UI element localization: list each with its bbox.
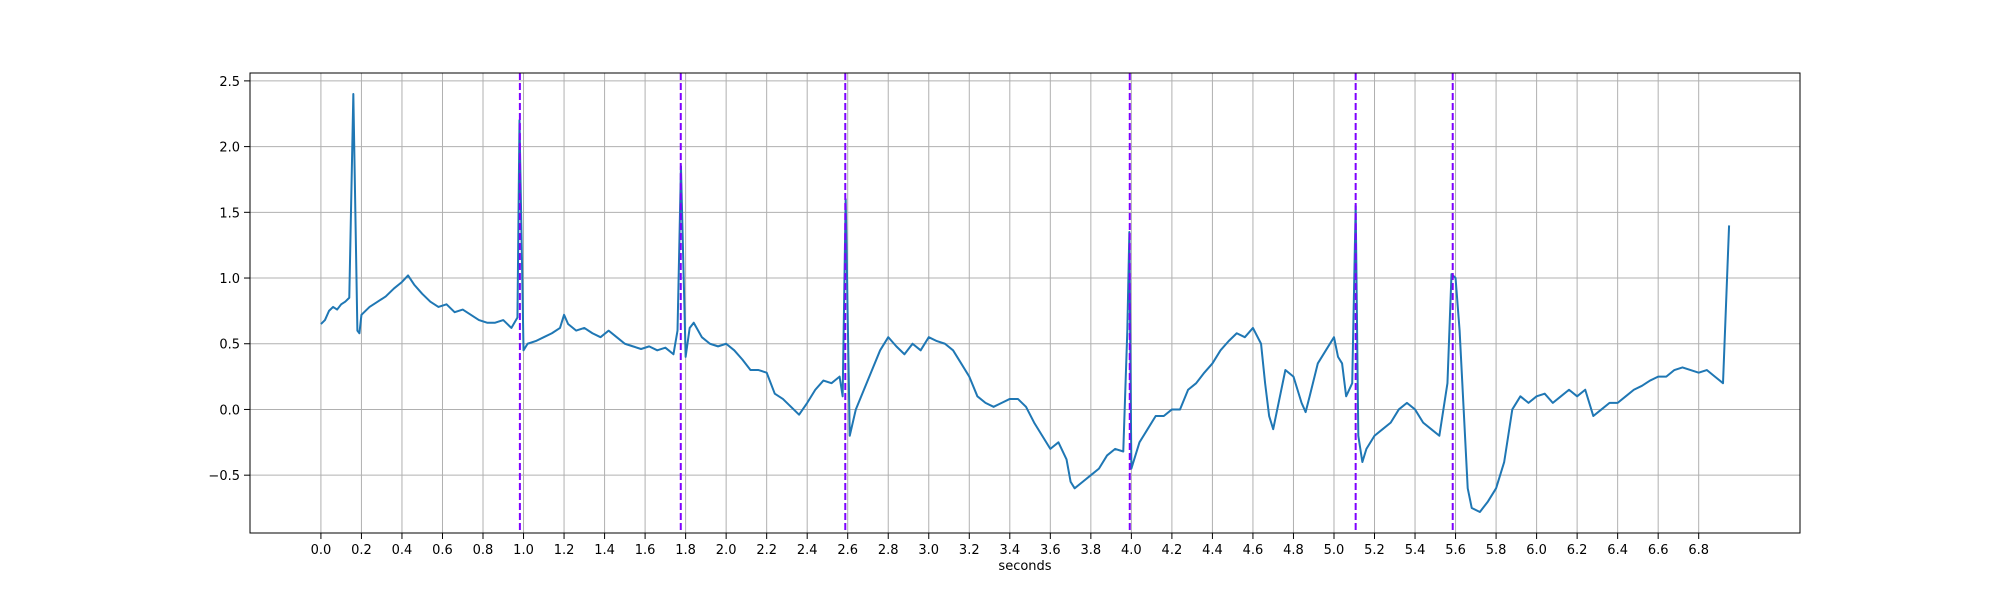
x-tick-label: 0.4 bbox=[392, 543, 413, 558]
y-tick-label: 0.0 bbox=[219, 403, 240, 418]
x-tick-label: 3.6 bbox=[1040, 543, 1061, 558]
x-tick-label: 0.0 bbox=[311, 543, 332, 558]
y-tick-label: 1.5 bbox=[219, 206, 240, 221]
x-tick-label: 0.6 bbox=[432, 543, 453, 558]
x-tick-label: 4.2 bbox=[1162, 543, 1183, 558]
x-axis-label: seconds bbox=[998, 559, 1051, 574]
x-tick-label: 2.6 bbox=[837, 543, 858, 558]
x-tick-label: 1.8 bbox=[675, 543, 696, 558]
y-tick-label: 2.5 bbox=[219, 75, 240, 90]
x-tick-label: 6.6 bbox=[1648, 543, 1669, 558]
x-tick-label: 5.2 bbox=[1364, 543, 1385, 558]
x-tick-label: 5.0 bbox=[1324, 543, 1345, 558]
y-tick-label: 2.0 bbox=[219, 141, 240, 156]
x-tick-label: 4.0 bbox=[1121, 543, 1142, 558]
x-tick-label: 1.4 bbox=[594, 543, 615, 558]
x-tick-label: 0.2 bbox=[351, 543, 372, 558]
x-tick-label: 6.2 bbox=[1567, 543, 1588, 558]
x-tick-label: 5.6 bbox=[1445, 543, 1466, 558]
x-tick-label: 4.4 bbox=[1202, 543, 1223, 558]
x-tick-label: 3.0 bbox=[918, 543, 939, 558]
x-tick-label: 1.2 bbox=[554, 543, 575, 558]
y-tick-label: 1.0 bbox=[219, 272, 240, 287]
x-tick-label: 2.8 bbox=[878, 543, 899, 558]
x-tick-label: 6.8 bbox=[1688, 543, 1709, 558]
x-tick-label: 1.6 bbox=[635, 543, 656, 558]
plot-frame bbox=[249, 72, 1801, 534]
y-tick-label: 0.5 bbox=[219, 338, 240, 353]
x-tick-label: 3.2 bbox=[959, 543, 980, 558]
x-tick-label: 5.8 bbox=[1486, 543, 1507, 558]
x-tick-label: 6.4 bbox=[1607, 543, 1628, 558]
x-tick-label: 6.0 bbox=[1526, 543, 1547, 558]
x-tick-label: 4.6 bbox=[1243, 543, 1264, 558]
x-tick-label: 0.8 bbox=[473, 543, 494, 558]
x-tick-label: 2.0 bbox=[716, 543, 737, 558]
x-tick-label: 2.2 bbox=[756, 543, 777, 558]
x-tick-label: 1.0 bbox=[513, 543, 534, 558]
x-tick-label: 3.8 bbox=[1081, 543, 1102, 558]
signal-line bbox=[320, 93, 1731, 513]
y-tick-label: −0.5 bbox=[208, 469, 240, 484]
x-tick-label: 5.4 bbox=[1405, 543, 1426, 558]
x-tick-label: 2.4 bbox=[797, 543, 818, 558]
x-tick-label: 4.8 bbox=[1283, 543, 1304, 558]
x-tick-label: 3.4 bbox=[999, 543, 1020, 558]
